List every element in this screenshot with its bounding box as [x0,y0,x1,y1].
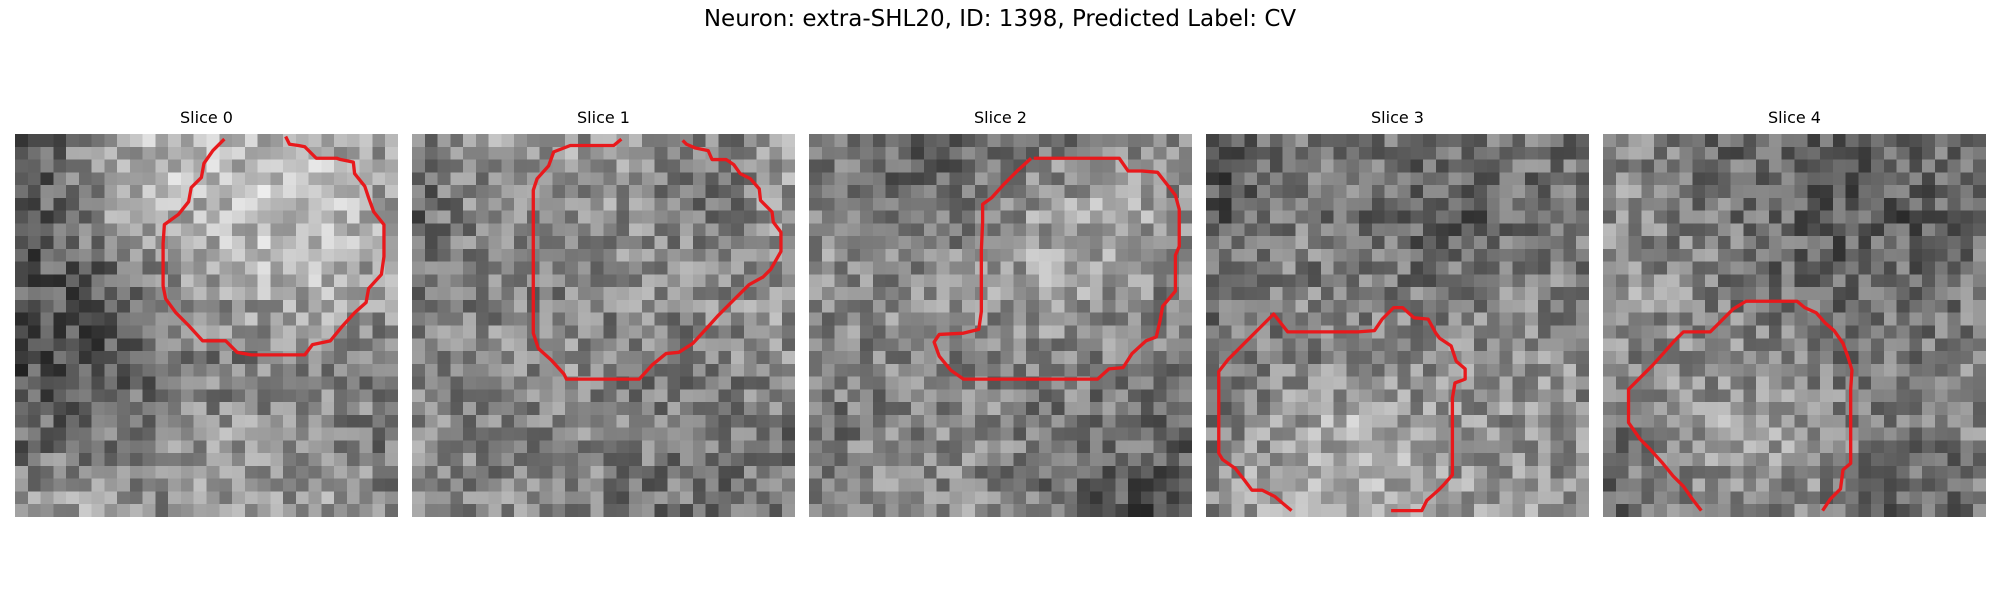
roi-contour [1217,305,1467,513]
slice-image [412,134,795,517]
slice-title: Slice 2 [974,108,1027,127]
slice-title: Slice 4 [1768,108,1821,127]
roi-contour [531,137,783,381]
slice-image [1206,134,1589,517]
slice-image [809,134,1192,517]
slice-title: Slice 1 [577,108,630,127]
figure-title: Neuron: extra-SHL20, ID: 1398, Predicted… [703,6,1297,32]
slice-title: Slice 0 [180,108,233,127]
slice-title: Slice 3 [1371,108,1424,127]
slice-image [1603,134,1986,517]
roi-contour [932,156,1181,381]
roi-contour [161,135,386,357]
roi-contour [1626,299,1854,512]
slice-image [15,134,398,517]
